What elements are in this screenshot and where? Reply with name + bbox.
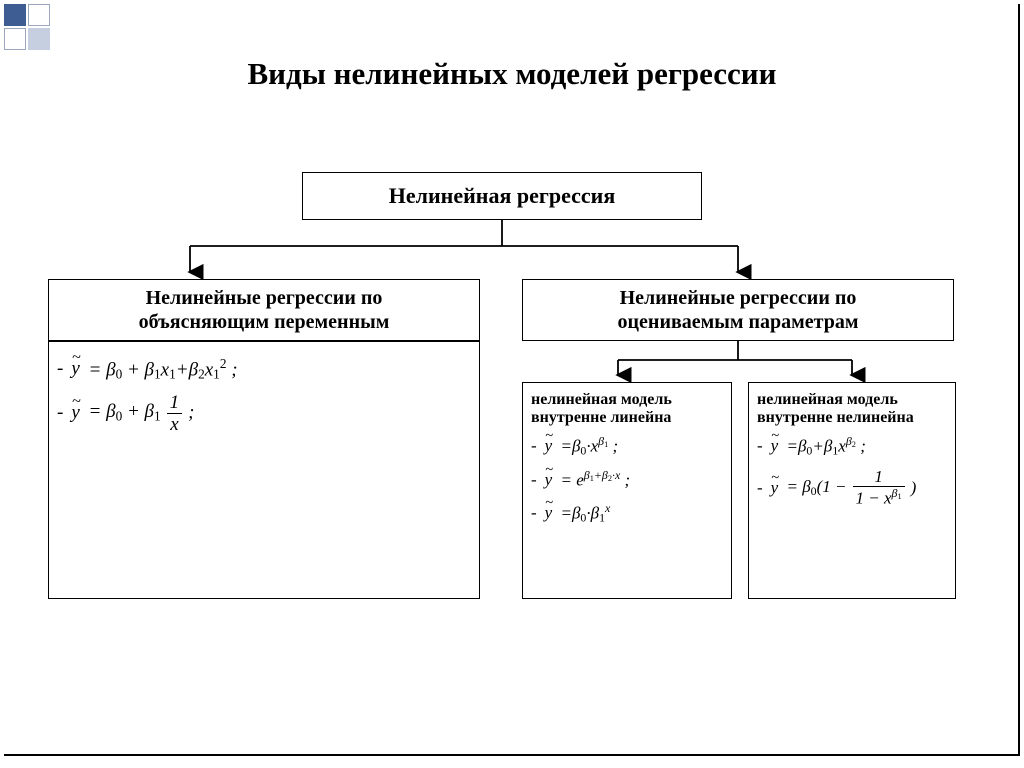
slide-corner-decoration <box>0 0 120 55</box>
node-sub-left: нелинейная модель внутренне линейна - y … <box>522 382 732 599</box>
node-right: Нелинейные регрессии по оцениваемым пара… <box>522 279 954 341</box>
node-left-line2: объясняющим переменным <box>139 310 390 334</box>
slide-frame-right <box>1018 4 1020 756</box>
equations-left-box: - y = β0 + β1x1+β2x12 ; - y = β0 + β1 1x… <box>48 341 480 599</box>
eq-sl-1: - y =β0·xβ1 ; <box>531 434 723 459</box>
node-right-line2: оцениваемым параметрам <box>618 310 859 334</box>
node-left-line1: Нелинейные регрессии по <box>146 286 383 310</box>
node-sub-right: нелинейная модель внутренне нелинейна - … <box>748 382 956 599</box>
eq-sl-2: - y = eβ1+β2·x ; <box>531 468 723 491</box>
eq-sr-1: - y =β0+β1xβ2 ; <box>757 434 947 459</box>
sub-right-header: нелинейная модель внутренне нелинейна <box>757 391 947 428</box>
sub-left-header: нелинейная модель внутренне линейна <box>531 391 723 428</box>
eq-left-2: - y = β0 + β1 1x; <box>57 393 471 434</box>
node-right-line1: Нелинейные регрессии по <box>620 286 857 310</box>
node-left: Нелинейные регрессии по объясняющим пере… <box>48 279 480 341</box>
slide-title: Виды нелинейных моделей регрессии <box>0 56 1024 92</box>
eq-sr-2: - y = β0(1 − 11 − xβ1) <box>757 468 947 507</box>
eq-left-1: - y = β0 + β1x1+β2x12 ; <box>57 356 471 383</box>
slide-frame-bottom <box>4 754 1020 756</box>
eq-sl-3: - y =β0·β1x <box>531 501 723 526</box>
node-root: Нелинейная регрессия <box>302 172 702 220</box>
